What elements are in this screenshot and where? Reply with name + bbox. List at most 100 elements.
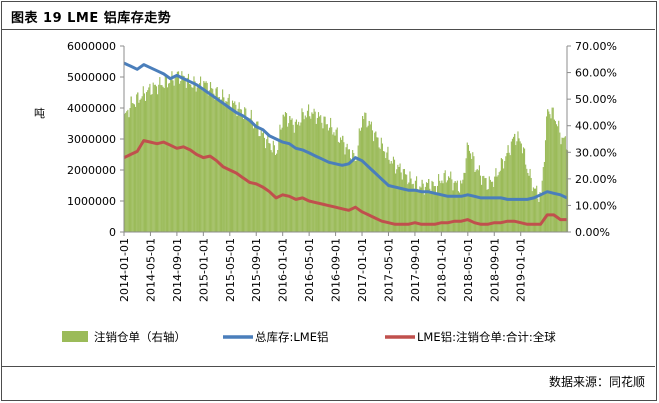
bar-mark (387, 146, 389, 232)
bar-mark (546, 116, 548, 232)
y-left-tick-label: 5000000 (67, 71, 116, 84)
bar-mark (360, 127, 363, 232)
bar-mark (416, 176, 418, 232)
bar-mark (176, 71, 178, 233)
bar-mark (537, 198, 539, 232)
bar-mark (514, 133, 516, 232)
bar-mark (158, 84, 160, 233)
bar-mark (519, 141, 521, 232)
bar-mark (427, 183, 429, 232)
bar-mark (325, 124, 327, 232)
bar-mark (398, 166, 400, 232)
bar-mark (140, 98, 142, 232)
y-right-tick-label: 10.00% (575, 199, 617, 212)
bar-mark (443, 173, 445, 232)
bar-mark (214, 99, 216, 232)
bar-mark (405, 174, 407, 232)
bar-mark (463, 172, 465, 232)
bar-mark (370, 121, 372, 232)
bar-mark (316, 117, 318, 232)
bar-mark (137, 92, 139, 232)
bar-mark (191, 87, 193, 232)
bar-mark (486, 189, 488, 232)
bar-mark (499, 170, 501, 232)
bar-mark (513, 136, 515, 232)
bar-mark (299, 125, 301, 232)
bar-mark (267, 135, 269, 232)
bar-mark (417, 188, 419, 232)
bar-mark (500, 158, 502, 232)
bar-mark (375, 131, 377, 232)
bar-mark (233, 103, 235, 232)
bar-mark (149, 83, 151, 232)
bar-mark (524, 148, 526, 232)
bar-mark (152, 82, 154, 232)
bar-mark (432, 181, 434, 232)
bar-mark (412, 183, 414, 232)
bar-mark (542, 167, 544, 232)
bar-mark (129, 108, 131, 232)
bar-mark (159, 77, 161, 232)
bar-mark (430, 192, 432, 232)
bar-mark (558, 120, 560, 232)
bar-mark (202, 90, 204, 232)
bar-mark (238, 102, 240, 232)
bar-mark (467, 145, 469, 232)
bar-mark (406, 174, 408, 232)
bar-mark (442, 183, 444, 232)
x-tick-label: 2015-05-01 (224, 238, 237, 302)
bar-mark (182, 75, 184, 232)
bar-mark (460, 180, 462, 232)
bar-mark (160, 85, 162, 232)
bar-mark (422, 183, 424, 232)
bar-mark (151, 94, 153, 233)
bar-mark (518, 138, 520, 232)
bar-mark (380, 137, 382, 232)
bar-mark (217, 97, 219, 232)
bar-mark (161, 85, 163, 232)
bar-mark (274, 155, 277, 232)
bar-mark (309, 116, 311, 232)
bar-mark (503, 168, 505, 232)
bar-mark (312, 113, 314, 232)
bar-mark (396, 169, 398, 232)
bar-mark (367, 125, 369, 232)
bar-mark (423, 194, 425, 232)
bar-mark (561, 137, 563, 232)
bar-mark (436, 185, 439, 232)
bar-mark (319, 116, 321, 232)
bar-mark (403, 168, 406, 232)
y-left-tick-label: 0 (109, 226, 116, 239)
bar-mark (231, 100, 234, 232)
bar-mark (342, 135, 344, 232)
bar-mark (293, 132, 295, 232)
bar-mark (285, 113, 288, 232)
bar-mark (381, 143, 383, 232)
bar-mark (461, 183, 463, 232)
bar-mark (563, 137, 565, 232)
bar-mark (481, 184, 483, 232)
bar-mark (397, 164, 399, 232)
bar-mark (153, 84, 155, 232)
bar-mark (283, 116, 285, 232)
bar-mark (548, 111, 550, 232)
x-tick-label: 2018-09-01 (488, 238, 501, 302)
bar-mark (146, 92, 148, 232)
bar-mark (273, 145, 275, 232)
y-right-tick-label: 70.00% (575, 40, 617, 53)
bar-mark (200, 76, 202, 232)
bar-mark (479, 175, 482, 232)
bar-mark (196, 87, 198, 232)
x-tick-label: 2017-09-01 (409, 238, 422, 302)
bar-mark (538, 201, 540, 232)
bar-mark (535, 188, 537, 232)
bar-mark (528, 175, 530, 232)
title-bar: 图表 19 LME 铝库存走势 (1, 1, 655, 30)
bar-mark (362, 116, 364, 232)
bar-mark (459, 192, 461, 232)
bar-mark (337, 141, 339, 232)
bar-mark (341, 139, 343, 232)
bar-mark (468, 150, 471, 232)
bar-mark (508, 152, 510, 232)
